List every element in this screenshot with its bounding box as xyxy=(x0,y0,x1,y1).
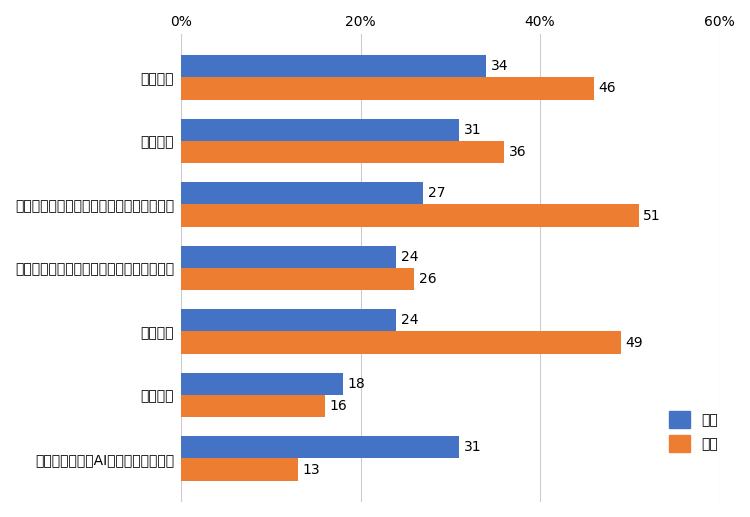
Bar xyxy=(181,204,639,226)
Bar xyxy=(181,436,459,459)
Text: 27: 27 xyxy=(428,186,445,200)
Bar xyxy=(181,331,621,354)
Text: 31: 31 xyxy=(464,440,482,454)
Legend: 文糴, 理糴: 文糴, 理糴 xyxy=(664,406,724,458)
Text: 24: 24 xyxy=(401,250,418,264)
Text: 31: 31 xyxy=(464,123,482,137)
Text: 13: 13 xyxy=(302,463,320,477)
Bar xyxy=(181,119,459,141)
Bar xyxy=(181,55,486,78)
Bar xyxy=(181,395,325,417)
Text: 16: 16 xyxy=(329,399,347,413)
Bar xyxy=(181,459,298,481)
Text: 36: 36 xyxy=(509,145,526,159)
Bar xyxy=(181,309,397,331)
Bar xyxy=(181,246,397,268)
Bar xyxy=(181,141,504,163)
Bar xyxy=(181,78,594,100)
Text: 34: 34 xyxy=(490,59,508,73)
Text: 18: 18 xyxy=(347,377,364,391)
Bar xyxy=(181,268,415,290)
Text: 26: 26 xyxy=(419,272,436,286)
Text: 46: 46 xyxy=(598,82,616,96)
Text: 24: 24 xyxy=(401,313,418,327)
Text: 51: 51 xyxy=(644,208,661,222)
Text: 49: 49 xyxy=(626,336,643,349)
Bar xyxy=(181,373,343,395)
Bar xyxy=(181,182,424,204)
